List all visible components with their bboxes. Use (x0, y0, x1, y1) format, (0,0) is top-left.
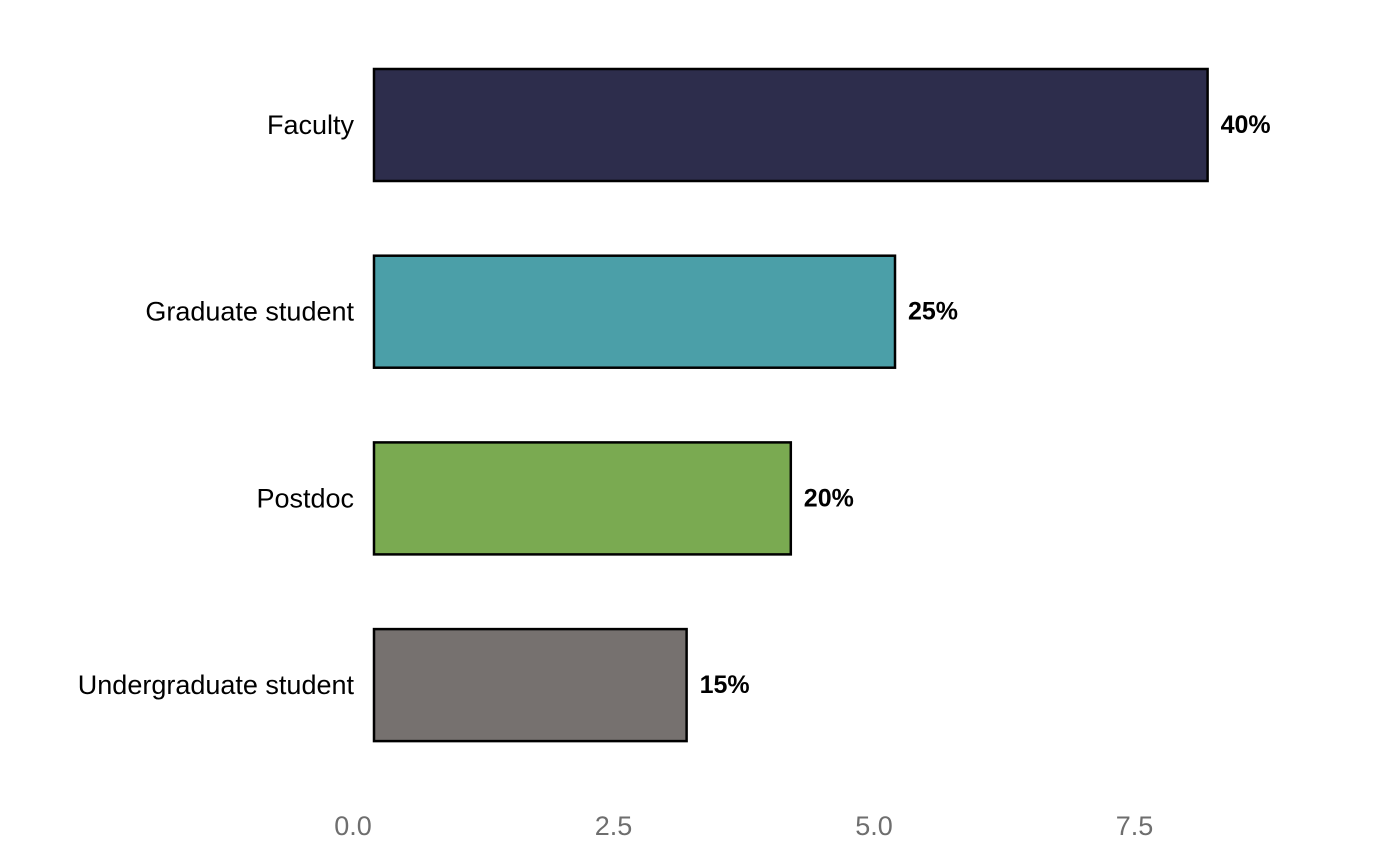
data-label-postdoc: 20% (804, 484, 854, 512)
bar-graduate-student (372, 254, 897, 369)
category-label-graduate-student: Graduate student (145, 297, 354, 327)
category-label-postdoc: Postdoc (256, 483, 354, 513)
x-tick-label: 7.5 (1116, 811, 1154, 841)
category-label-undergraduate-student: Undergraduate student (78, 670, 355, 700)
x-tick-label: 2.5 (595, 811, 633, 841)
bar-faculty (372, 67, 1209, 183)
data-label-faculty: 40% (1221, 111, 1271, 139)
x-axis-ticks: 0.0 2.5 5.0 7.5 (334, 811, 1153, 841)
data-label-undergraduate-student: 15% (700, 671, 750, 699)
data-labels: 40% 25% 20% 15% (700, 111, 1271, 699)
category-label-faculty: Faculty (267, 110, 355, 140)
x-tick-label: 0.0 (334, 811, 372, 841)
bar-postdoc (372, 441, 793, 556)
category-labels: Faculty Graduate student Postdoc Undergradu… (78, 110, 355, 700)
bars-layer (372, 67, 1209, 743)
bar-undergraduate-student (372, 627, 688, 743)
data-label-graduate-student: 25% (908, 298, 958, 326)
x-tick-label: 5.0 (855, 811, 893, 841)
